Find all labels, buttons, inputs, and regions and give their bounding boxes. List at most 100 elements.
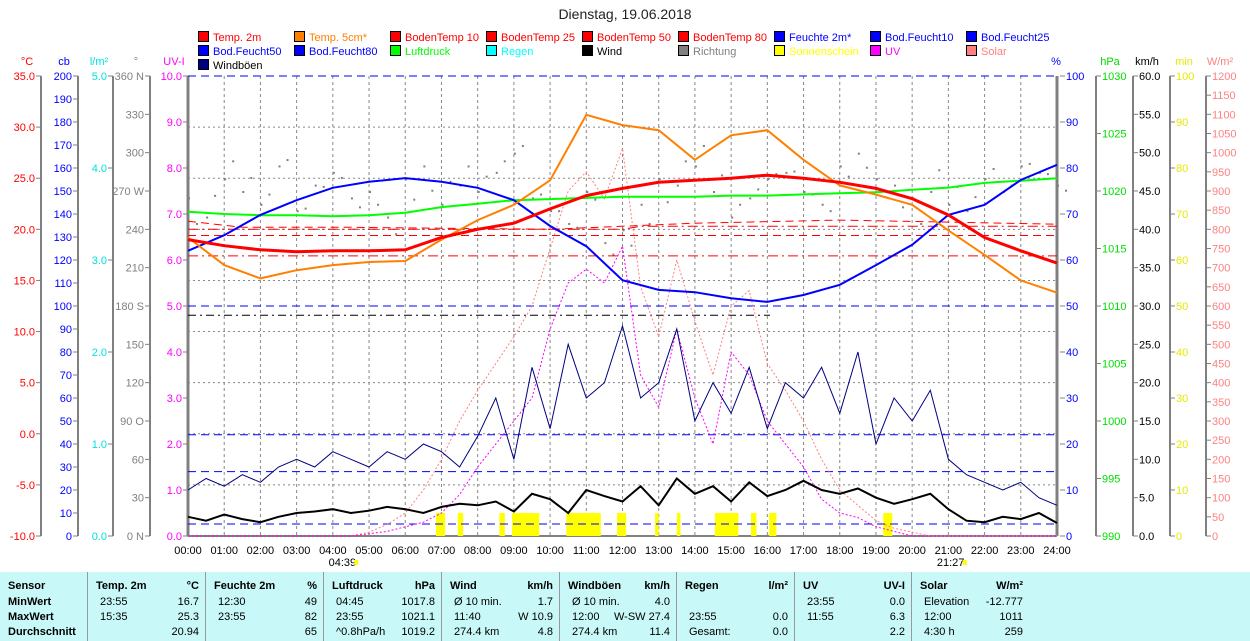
- axis-tick-label: 10: [60, 508, 72, 520]
- richtung-point: [242, 191, 245, 193]
- axis-tick-label: 50: [1212, 512, 1224, 524]
- richtung-point: [477, 191, 480, 193]
- luftdruck-line: [187, 177, 1058, 218]
- table-cell: °C: [186, 580, 199, 592]
- legend-item: Feuchte 2m*: [774, 31, 851, 44]
- legend-item: Sonnenschein: [774, 45, 859, 58]
- table-cell: 274.4 km: [454, 626, 500, 638]
- legend-item: UV: [870, 45, 900, 58]
- legend-swatch: [390, 45, 401, 56]
- table-cell: 1021.1: [401, 611, 435, 623]
- axis-tick-label: 600: [1212, 301, 1230, 313]
- axis-tick-label: 150: [126, 339, 144, 351]
- uv-line: [188, 244, 1057, 537]
- x-tick-label: 22:00: [971, 545, 999, 557]
- richtung-point: [250, 176, 253, 179]
- table-cell: 6.3: [889, 611, 905, 623]
- wind-line: [187, 477, 1058, 524]
- table-column: Sensor MinWert MaxWert Durchschnitt: [0, 572, 88, 641]
- table-cell: W-SW 27.4: [613, 611, 670, 623]
- richtung-point: [521, 145, 524, 147]
- table-cell: 16.7: [177, 596, 199, 608]
- axis-tick-label: 1025: [1102, 129, 1126, 141]
- legend-swatch: [198, 45, 209, 56]
- legend-item: Bod.Feucht10: [870, 31, 954, 44]
- axis-tick-label: 10.0: [161, 71, 182, 83]
- axis-tick-label: 120: [126, 378, 144, 390]
- x-tick-label: 18:00: [826, 545, 854, 557]
- axis-tick-label: 150: [1212, 474, 1230, 486]
- legend-label: BodenTemp 25: [501, 32, 575, 44]
- axis-tick-label: 30: [1066, 393, 1078, 405]
- legend-item: BodenTemp 25: [486, 31, 575, 44]
- table-cell: %: [307, 580, 317, 592]
- legend-item: Bod.Feucht50: [198, 45, 282, 58]
- axis-unit-left: l/m²: [90, 56, 109, 68]
- axis-unit-right: W/m²: [1207, 56, 1234, 68]
- table-cell: 11:55: [807, 611, 834, 623]
- legend-label: Regen: [501, 46, 534, 58]
- axis-tick-label: 850: [1212, 205, 1230, 217]
- axis-tick-label: 25.0: [1139, 339, 1160, 351]
- axis-tick-label: 900: [1212, 186, 1230, 198]
- legend-item: Richtung: [678, 45, 736, 58]
- sonnenschein-bar: [769, 513, 777, 536]
- table-cell: 0.0: [772, 611, 788, 623]
- legend-item: Temp. 5cm*: [294, 31, 367, 44]
- legend-label: Sonnenschein: [789, 46, 859, 58]
- table-cell: 11.4: [649, 626, 670, 638]
- axis-tick-label: 750: [1212, 244, 1230, 256]
- richtung-point: [992, 168, 995, 170]
- x-tick-label: 13:00: [645, 545, 673, 557]
- table-cell: 1017.8: [401, 596, 435, 608]
- richtung-point: [1046, 173, 1049, 176]
- chart-title: Dienstag, 19.06.2018: [558, 6, 692, 22]
- richtung-point: [224, 178, 227, 181]
- table-column: Solar W/m² Elevation -12.777 12:00 1011 4:30 h…: [912, 572, 1029, 641]
- table-cell: 259: [1004, 626, 1023, 638]
- axis-unit-right: min: [1175, 56, 1193, 68]
- legend-item: BodenTemp 80: [678, 31, 767, 44]
- axis-tick-label: 3.0: [167, 393, 182, 405]
- richtung-point: [350, 197, 353, 200]
- table-cell: 23:55: [100, 596, 128, 608]
- richtung-point: [767, 178, 770, 181]
- legend-swatch: [966, 31, 977, 42]
- legend-label: Solar: [981, 46, 1007, 58]
- axis-tick-label: 70: [60, 370, 72, 382]
- richtung-point: [286, 159, 289, 162]
- axis-tick-label: 50.0: [1139, 148, 1160, 160]
- table-cell: Elevation: [924, 596, 970, 608]
- x-tick-label: 08:00: [464, 545, 492, 557]
- axis-tick-label: 1.0: [167, 485, 182, 497]
- richtung-point: [875, 178, 878, 181]
- richtung-point: [894, 184, 897, 187]
- axis-tick-label: 35.0: [14, 71, 35, 83]
- table-cell: 12:00: [572, 611, 600, 623]
- table-cell: km/h: [644, 580, 670, 592]
- table-cell: l/m²: [768, 580, 788, 592]
- axis-tick-label: 20.0: [14, 224, 35, 236]
- sunset-label: 21:27: [937, 557, 965, 569]
- axis-tick-label: 995: [1102, 474, 1120, 486]
- table-cell: 20.94: [171, 626, 199, 638]
- richtung-point: [775, 173, 778, 176]
- sonnenschein-bar: [883, 513, 893, 536]
- table-column: Temp. 2m °C 23:55 16.7 15:35 25.3 20.94: [88, 572, 206, 641]
- table-cell: 4.8: [537, 626, 553, 638]
- legend-swatch: [774, 31, 785, 42]
- legend-item: Bod.Feucht80: [294, 45, 378, 58]
- axis-tick-label: 30.0: [1139, 301, 1160, 313]
- richtung-point: [902, 206, 905, 209]
- richtung-point: [749, 197, 752, 200]
- richtung-point: [857, 152, 860, 155]
- x-tick-label: 09:00: [500, 545, 528, 557]
- axis-tick-label: 270 W: [112, 186, 144, 198]
- legend-swatch: [870, 45, 881, 56]
- x-tick-label: 05:00: [355, 545, 383, 557]
- x-tick-label: 02:00: [247, 545, 275, 557]
- richtung-point: [268, 193, 271, 196]
- richtung-point: [586, 191, 589, 193]
- sunrise-marker: [354, 560, 359, 565]
- axis-tick-label: 90: [1066, 117, 1078, 129]
